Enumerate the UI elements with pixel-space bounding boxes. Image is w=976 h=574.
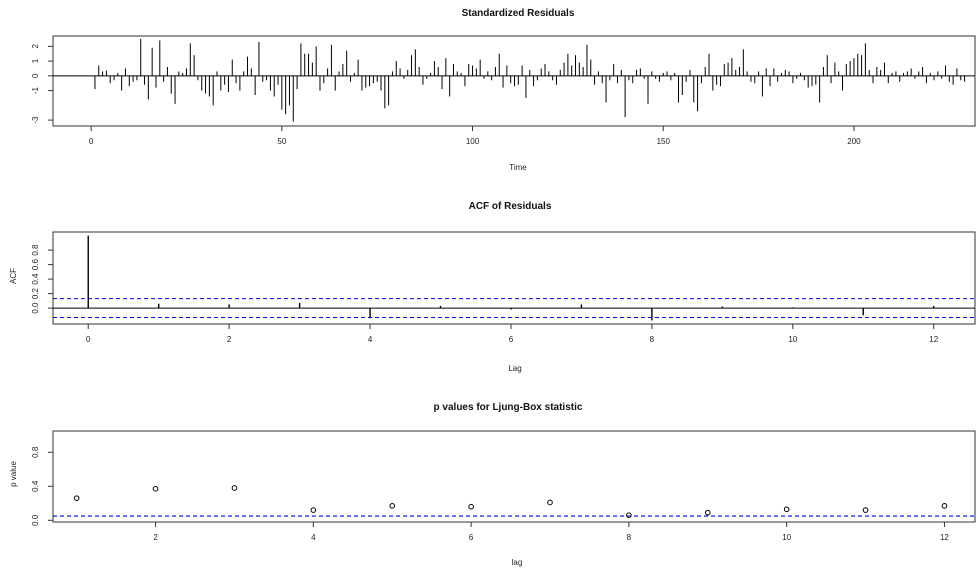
x-tick-label: 2 (227, 335, 232, 344)
x-tick-label: 0 (86, 335, 91, 344)
p-value-point (152, 486, 159, 492)
ljung-box-ylabel: p value (9, 461, 18, 487)
x-tick-label: 2 (153, 533, 158, 542)
y-tick-label: 0.6 (31, 258, 40, 270)
x-tick-label: 12 (940, 533, 949, 542)
x-tick-label: 4 (368, 335, 373, 344)
p-value-point (626, 512, 632, 518)
y-tick-label: -1 (31, 86, 40, 94)
p-value-point (468, 503, 474, 510)
y-tick-label: 0.0 (31, 514, 40, 526)
p-value-point (310, 507, 317, 513)
y-tick-label: 0.8 (31, 446, 40, 458)
acf-ylabel: ACF (9, 268, 18, 284)
standardized-residuals-panel: Standardized Residuals Time 0 50 100 150 200… (31, 8, 976, 172)
p-value-point (547, 499, 553, 506)
y-tick-label: 0.0 (31, 302, 40, 314)
p-value-point (941, 503, 948, 509)
x-tick-label: 200 (847, 137, 861, 146)
p-value-point (231, 485, 238, 491)
y-tick-label: 0.4 (31, 273, 40, 285)
x-tick-label: 0 (89, 137, 94, 146)
y-tick-label: -3 (31, 116, 40, 124)
y-tick-label: 2 (31, 44, 40, 49)
plot-frame (52, 430, 976, 523)
ljung-box-title: p values for Ljung-Box statistic (434, 402, 583, 413)
acf-title: ACF of Residuals (469, 201, 552, 212)
x-tick-label: 12 (929, 335, 938, 344)
y-tick-label: 1 (31, 58, 40, 63)
x-tick-label: 4 (311, 533, 316, 542)
y-tick-label: 0 (31, 73, 40, 78)
x-tick-label: 10 (782, 533, 791, 542)
p-value-point (783, 506, 790, 513)
residuals-title: Standardized Residuals (462, 8, 575, 19)
p-value-point (73, 495, 80, 501)
p-value-point (862, 507, 869, 513)
x-tick-label: 8 (650, 335, 655, 344)
y-tick-label: 0.2 (31, 287, 40, 299)
x-tick-label: 150 (657, 137, 671, 146)
y-tick-label: 0.8 (31, 244, 40, 256)
x-tick-label: 50 (277, 137, 286, 146)
acf-xlabel: Lag (508, 364, 521, 373)
x-tick-label: 8 (627, 533, 632, 542)
residuals-xlabel: Time (509, 163, 527, 172)
plot-frame (52, 231, 976, 325)
x-tick-label: 10 (788, 335, 797, 344)
x-tick-label: 6 (509, 335, 514, 344)
ljung-box-xlabel: lag (512, 558, 523, 567)
y-tick-label: 0.4 (31, 480, 40, 492)
p-value-point (389, 503, 396, 509)
x-tick-label: 100 (466, 137, 480, 146)
plot-frame (52, 35, 976, 127)
p-value-point (704, 509, 711, 516)
ljung-box-panel: p values for Ljung-Box statistic lag p v… (9, 402, 976, 567)
x-tick-label: 6 (469, 533, 474, 542)
acf-panel: ACF of Residuals Lag ACF 0 2 4 6 8 10 12 0.0 0.2… (9, 201, 976, 373)
